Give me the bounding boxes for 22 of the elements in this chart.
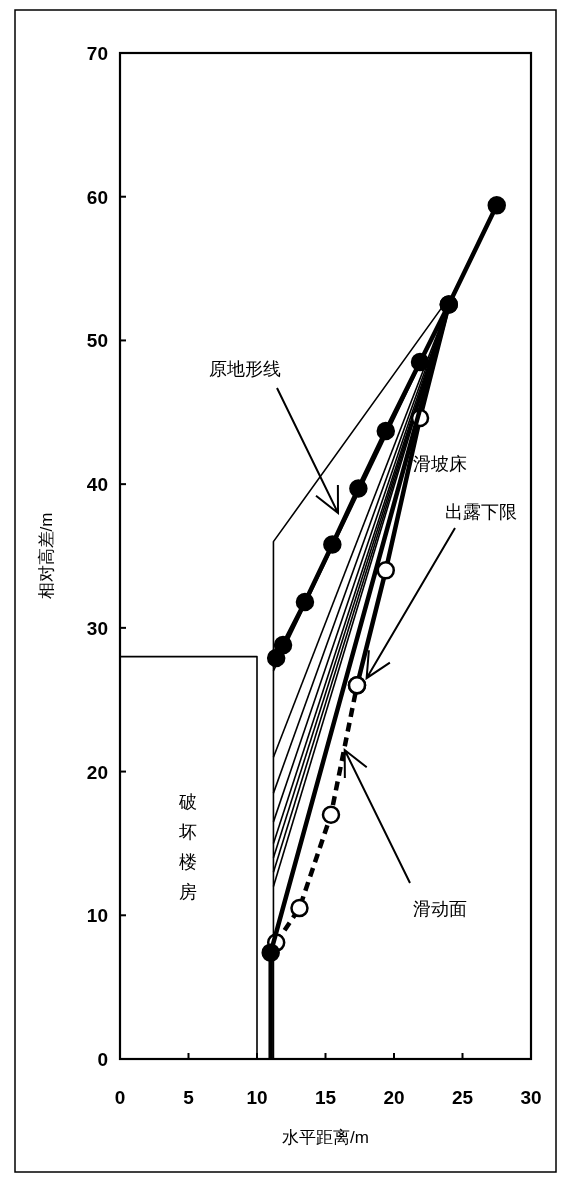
- annotation: 破坏楼房: [178, 792, 197, 902]
- y-tick-label: 20: [86, 761, 108, 783]
- y-tick-label: 50: [86, 330, 108, 352]
- x-tick-label: 0: [114, 1087, 126, 1108]
- x-tick-label: 15: [314, 1087, 337, 1108]
- y-tick-label: 30: [86, 617, 108, 639]
- x-tick-label: 20: [383, 1087, 405, 1108]
- y-tick-label: 0: [97, 1049, 108, 1070]
- x-tick-label: 25: [451, 1087, 474, 1108]
- y-tick-label: 70: [86, 43, 108, 64]
- y-axis-title: 相对高差/m: [37, 512, 56, 600]
- y-tick-label: 10: [86, 905, 108, 927]
- x-tick-label: 10: [246, 1087, 268, 1108]
- x-tick-label: 30: [520, 1087, 542, 1108]
- annotation: 滑动面: [413, 899, 467, 919]
- annotation: 滑坡床: [413, 454, 467, 474]
- x-axis-title: 水平距离/m: [282, 1128, 369, 1147]
- y-tick-label: 60: [86, 186, 108, 208]
- annotation: 出露下限: [445, 502, 517, 522]
- annotation: 原地形线: [209, 359, 281, 379]
- x-tick-label: 5: [183, 1087, 195, 1108]
- y-tick-label: 40: [86, 474, 108, 496]
